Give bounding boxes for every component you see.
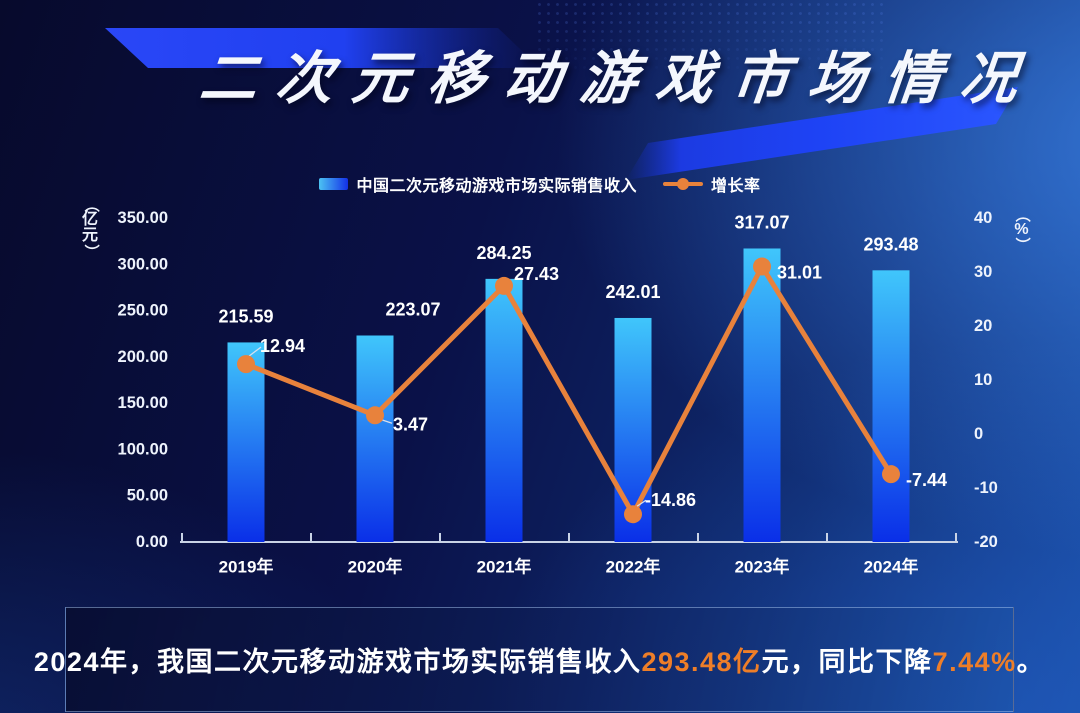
bar-2023年 — [743, 248, 781, 542]
legend-line-swatch-icon — [663, 178, 703, 190]
footer-text-segment: 元，同比下降 — [761, 647, 933, 677]
growth-point-2022年 — [624, 505, 642, 524]
bar-value-label: 284.25 — [476, 243, 531, 263]
growth-point-2023年 — [753, 257, 771, 276]
left-axis-tick-label: 150.00 — [118, 394, 168, 412]
growth-value-label: 12.94 — [260, 336, 305, 356]
bar-2024年 — [872, 270, 910, 542]
axis-unit-char: % — [1014, 220, 1029, 238]
footer-text: 2024年，我国二次元移动游戏市场实际销售收入293.48亿元，同比下降7.44… — [34, 640, 1045, 679]
bar-value-label: 215.59 — [218, 306, 273, 326]
bar-2022年 — [614, 317, 652, 542]
growth-value-label: -14.86 — [645, 490, 696, 510]
growth-line — [243, 264, 894, 517]
leader-line — [248, 346, 262, 357]
left-axis-tick-label: 200.00 — [118, 348, 168, 366]
legend-bar-swatch-icon — [319, 178, 349, 190]
bar-2019年 — [227, 342, 265, 542]
right-axis-unit: （%） — [1013, 207, 1030, 252]
right-axis-tick-label: 40 — [974, 209, 992, 227]
x-axis-label: 2023年 — [735, 557, 790, 577]
legend-item-revenue: 中国二次元移动游戏市场实际销售收入 — [319, 172, 637, 196]
axis-unit-char: 元 — [82, 227, 99, 245]
title-banner-ribbons — [105, 28, 1018, 180]
legend-item-growth: 增长率 — [663, 172, 761, 196]
footer-highlight-rate: 7.44% — [932, 647, 1017, 677]
x-axis-label: 2020年 — [348, 557, 403, 577]
halftone-dots-texture — [535, 0, 885, 78]
left-axis-tick-label: 100.00 — [118, 440, 168, 458]
growth-value-label: 3.47 — [393, 414, 428, 434]
legend-line-label: 增长率 — [711, 178, 761, 195]
growth-value-label: -7.44 — [906, 470, 947, 490]
left-axis-tick-label: 350.00 — [118, 209, 168, 227]
left-axis-tick-label: 250.00 — [118, 302, 168, 320]
axis-unit-char: 亿 — [82, 210, 99, 228]
right-axis-tick-label: -20 — [974, 533, 998, 551]
legend-line-dot-icon — [677, 178, 689, 190]
left-axis-unit: （亿元） — [82, 197, 99, 259]
bar-2021年 — [485, 278, 523, 542]
right-axis-tick-label: -10 — [974, 479, 998, 497]
bar-value-label: 242.01 — [605, 282, 660, 302]
legend-bar-label: 中国二次元移动游戏市场实际销售收入 — [356, 178, 637, 195]
growth-value-label: 31.01 — [777, 263, 822, 283]
x-axis-label: 2024年 — [864, 557, 919, 577]
bar-2020年 — [356, 335, 394, 542]
left-axis-tick-label: 0.00 — [136, 533, 168, 551]
right-axis-tick-label: 10 — [974, 371, 992, 389]
chart-legend: 中国二次元移动游戏市场实际销售收入 增长率 — [0, 171, 1080, 197]
left-axis-tick-label: 50.00 — [127, 487, 168, 505]
growth-value-label: 27.43 — [514, 264, 559, 284]
growth-point-2020年 — [366, 406, 384, 425]
right-axis-tick-label: 30 — [974, 263, 992, 281]
footer-highlight-revenue: 293.48亿 — [641, 647, 762, 677]
right-axis-tick-label: 20 — [974, 317, 992, 335]
bar-value-label: 293.48 — [863, 234, 918, 254]
bar-value-label: 223.07 — [385, 300, 440, 320]
bar-value-label: 317.07 — [734, 212, 789, 232]
growth-point-2019年 — [237, 355, 255, 374]
footer-text-segment: 2024年，我国二次元移动游戏市场实际销售收入 — [33, 647, 642, 677]
leader-line — [636, 499, 647, 507]
right-axis-tick-label: 0 — [974, 425, 983, 443]
left-axis-tick-label: 300.00 — [118, 255, 168, 273]
footer-text-segment: 。 — [1016, 647, 1046, 677]
banner-ribbon-lower — [626, 87, 1018, 180]
x-axis-label: 2022年 — [606, 557, 661, 577]
footer-box: 2024年，我国二次元移动游戏市场实际销售收入293.48亿元，同比下降7.44… — [34, 607, 1044, 712]
x-axis-label: 2021年 — [477, 557, 532, 577]
growth-point-2021年 — [495, 276, 513, 295]
growth-point-2024年 — [882, 465, 900, 484]
banner-ribbon-upper — [105, 28, 540, 68]
x-axis-label: 2019年 — [219, 557, 274, 577]
